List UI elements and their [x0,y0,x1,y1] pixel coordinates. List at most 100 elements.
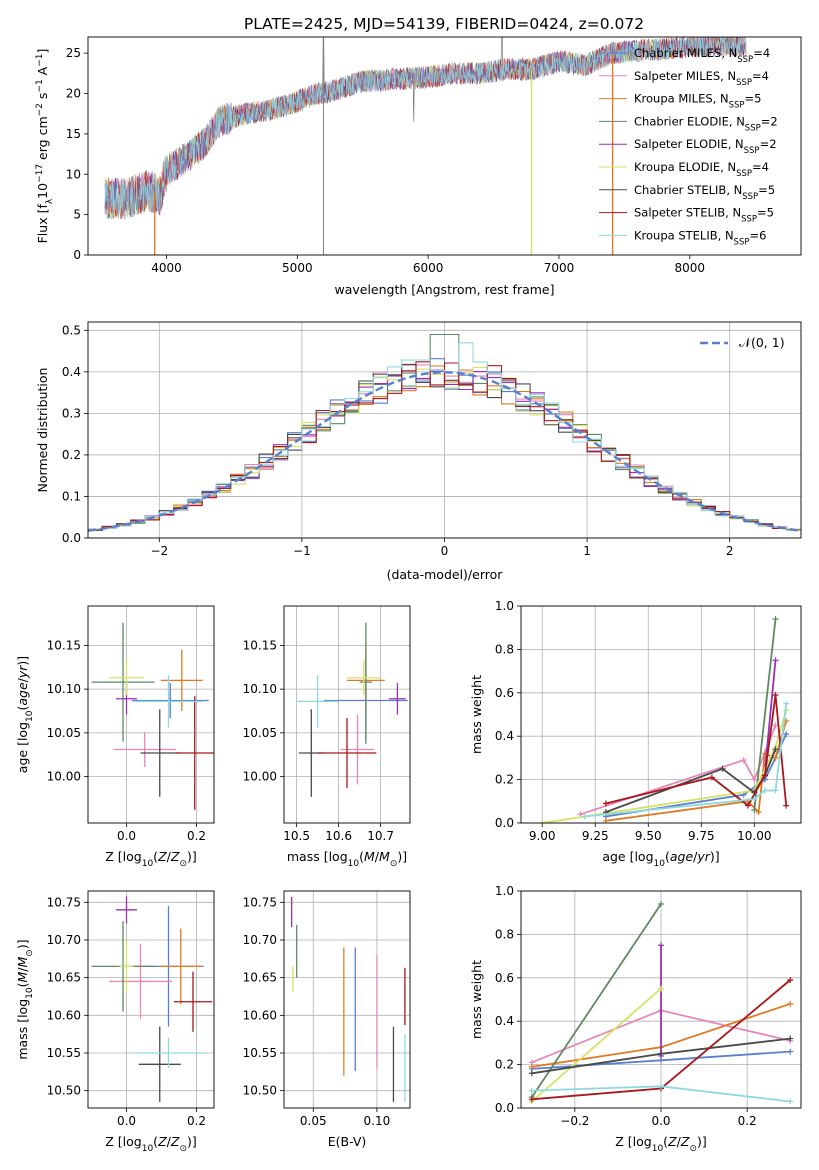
weight-marker [772,754,779,761]
label-part: )] [15,656,30,666]
x-tick-label: 2 [726,544,734,558]
plot-area [91,896,213,1102]
label-part: ( [153,849,158,864]
x-axis-label: Z [log10(Z/Z⊙)] [615,1134,707,1154]
y-tick-label: 0.2 [62,448,81,462]
legend-nssp-sub: SSP [736,78,752,88]
weight-marker [528,1063,535,1070]
label-part: ⊙ [179,1144,187,1154]
y-axis-label: mass [log10(M/M⊙)] [15,939,35,1059]
x-tick-label: 9.25 [582,829,609,843]
y-tick-label: 0.0 [62,531,81,545]
legend-entry: Salpeter MILES, NSSP=4 [634,69,769,88]
weight-series-5 [531,987,662,1103]
label-part: / [375,849,380,864]
legend-nssp-sub: SSP [734,237,750,247]
y-tick-label: 1.0 [495,884,514,898]
y-tick-label: 20 [66,87,81,101]
y-tick-label: 0 [73,248,81,262]
y-tick-label: 10.00 [47,770,81,784]
legend-nssp-value: 5 [768,183,775,197]
legend-model-name: Chabrier STELIB [634,183,726,197]
mass-vs-Z-panel: 0.0 0.2 10.50 10.55 10.60 10.65 10.70 10.75 Z [l… [15,890,215,1154]
label-part: ( [359,849,364,864]
x-axis-label: Z [log10(Z/Z⊙)] [105,1134,197,1154]
weight-marker [787,1035,794,1042]
label-part: Z [157,1134,167,1149]
weight-marker [751,806,758,813]
label-part: E(B-V) [328,1134,367,1149]
weight-marker [528,1096,535,1103]
legend-nssp-prefix: N [727,160,736,174]
x-tick-label: 0 [441,544,449,558]
label-part: age [log [15,722,30,773]
spectrum-series-7 [105,37,747,220]
weight-marker [772,746,779,753]
x-axis-label: Z [log10(Z/Z⊙)] [105,849,197,869]
legend-nssp-value: 4 [762,160,769,174]
y-tick-label: 0.8 [495,927,514,941]
y-axis-label: mass weight [469,675,484,754]
y-tick-label: 10 [66,167,81,181]
legend-eq: = [753,46,763,60]
legend-separator: , [728,137,735,151]
weight-marker [772,657,779,664]
x-tick-label: 1 [583,544,591,558]
legend-separator: , [720,160,727,174]
y-tick-label: 0.8 [495,642,514,656]
legend-separator: , [720,69,727,83]
y-tick-label: 1.0 [495,599,514,613]
legend-nssp-value: 5 [754,92,761,106]
weight-marker [708,774,715,781]
axes-frame [87,890,215,1109]
weight-series-3 [531,903,662,1098]
weight-marker [772,787,779,794]
weight-marker [719,765,726,772]
weight-series-4 [764,660,777,771]
label-part: Z [log [105,849,141,864]
y-tick-label: 25 [66,46,81,60]
label-part: ] [35,49,50,54]
plot-area [528,901,794,1105]
y-tick-label: 0.6 [495,686,514,700]
weight-series-7 [605,694,788,807]
weight-marker [783,731,790,738]
x-tick-label: 10.7 [367,829,394,843]
legend-separator: , [721,46,728,60]
label-part: Flux [f [35,204,50,244]
weight-marker [602,800,609,807]
legend-entry: Salpeter ELODIE, NSSP=2 [634,137,777,156]
label-part: yr [15,665,30,679]
label-part: 10 [652,1144,664,1154]
label-part: )] [187,849,197,864]
weight-marker [740,757,747,764]
label-part: λ [45,198,55,204]
y-tick-label: 10.70 [243,933,277,947]
label-part: 10 [35,183,50,199]
axes-frame [87,321,802,539]
y-axis-label: Flux [fλ10−17 erg cm−2 s−1 A−1] [35,49,55,244]
label-part: Z [680,1134,690,1149]
label-part: erg cm [35,116,50,164]
y-axis-label: Normed distribution [35,368,50,493]
label-part: 10 [142,1144,154,1154]
weight-marker [658,901,664,908]
x-axis-label: (data-model)/error [387,567,504,582]
x-tick-label: 10.6 [325,829,352,843]
x-axis-label: mass [log10(M/M⊙)] [287,849,407,869]
legend-entry: Kroupa MILES, NSSP=5 [634,92,761,111]
y-tick-label: 10.50 [243,1084,277,1098]
label-part: )] [710,849,720,864]
y-tick-label: 10.15 [243,638,277,652]
weight-marker [787,1048,794,1055]
legend-nssp-prefix: N [727,69,736,83]
plot-area [290,897,406,1102]
label-part: mass [log [15,999,30,1060]
legend-gauss-label: 𝒩(0, 1) [739,335,785,350]
y-tick-label: 10.10 [47,682,81,696]
plot-area [104,37,747,255]
residual-histogram-panel: −2 −1 0 1 2 0.0 0.1 0.2 0.3 0.4 0.5 (data-model)/er… [35,321,802,582]
plot-area [296,622,408,797]
x-tick-label: 0.05 [300,1114,327,1128]
